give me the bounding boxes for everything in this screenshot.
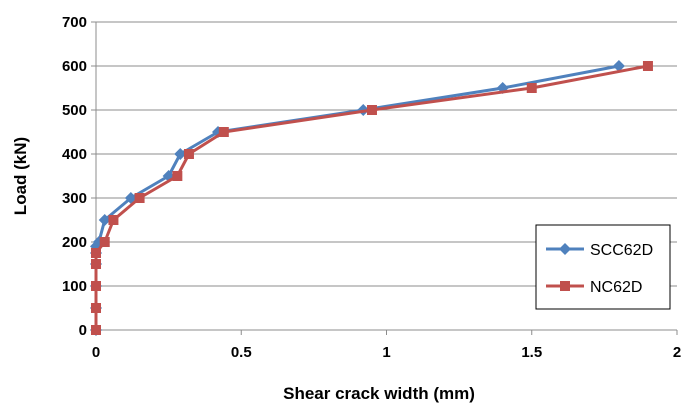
data-point-nc62d <box>172 171 183 181</box>
x-tick-label: 2 <box>673 344 681 361</box>
legend-label-nc62d: NC62D <box>590 279 642 296</box>
data-point-nc62d <box>134 193 145 203</box>
legend-marker-scc62d <box>559 243 571 255</box>
data-point-scc62d <box>98 214 111 226</box>
data-point-nc62d <box>91 281 101 291</box>
y-tick-label: 400 <box>62 146 87 163</box>
y-tick-label: 200 <box>62 234 87 251</box>
legend-box <box>535 224 671 310</box>
data-point-nc62d <box>183 149 194 159</box>
y-axis-title: Load (kN) <box>11 137 30 215</box>
x-tick-label: 1 <box>382 344 390 361</box>
y-tick-label: 100 <box>62 278 87 295</box>
y-tick-label: 600 <box>62 58 87 75</box>
data-point-nc62d <box>108 215 119 225</box>
y-tick-label: 700 <box>62 14 87 31</box>
data-point-scc62d <box>612 60 625 72</box>
y-tick-label: 300 <box>62 190 87 207</box>
x-axis-title: Shear crack width (mm) <box>283 384 475 403</box>
legend-label-scc62d: SCC62D <box>590 242 653 259</box>
data-point-nc62d <box>91 248 101 258</box>
x-tick-label: 1.5 <box>521 344 542 361</box>
data-point-nc62d <box>91 325 101 335</box>
y-tick-label: 0 <box>79 322 87 339</box>
y-tick-label: 500 <box>62 102 87 119</box>
data-point-nc62d <box>642 61 653 71</box>
plot-area <box>90 60 653 336</box>
data-point-nc62d <box>99 237 110 247</box>
x-tick-label: 0.5 <box>231 344 252 361</box>
data-point-nc62d <box>526 83 537 93</box>
legend: SCC62D NC62D <box>535 224 671 310</box>
legend-marker-nc62d <box>560 281 570 291</box>
tick-labels: 0 100 200 300 400 500 600 700 0 0.5 1 1.5 2 <box>62 14 681 361</box>
x-tick-label: 0 <box>92 344 100 361</box>
data-point-nc62d <box>218 127 229 137</box>
data-point-nc62d <box>366 105 377 115</box>
data-point-nc62d <box>91 259 101 269</box>
series-nc62d <box>91 61 653 335</box>
data-point-scc62d <box>174 148 187 160</box>
data-point-nc62d <box>91 303 101 313</box>
